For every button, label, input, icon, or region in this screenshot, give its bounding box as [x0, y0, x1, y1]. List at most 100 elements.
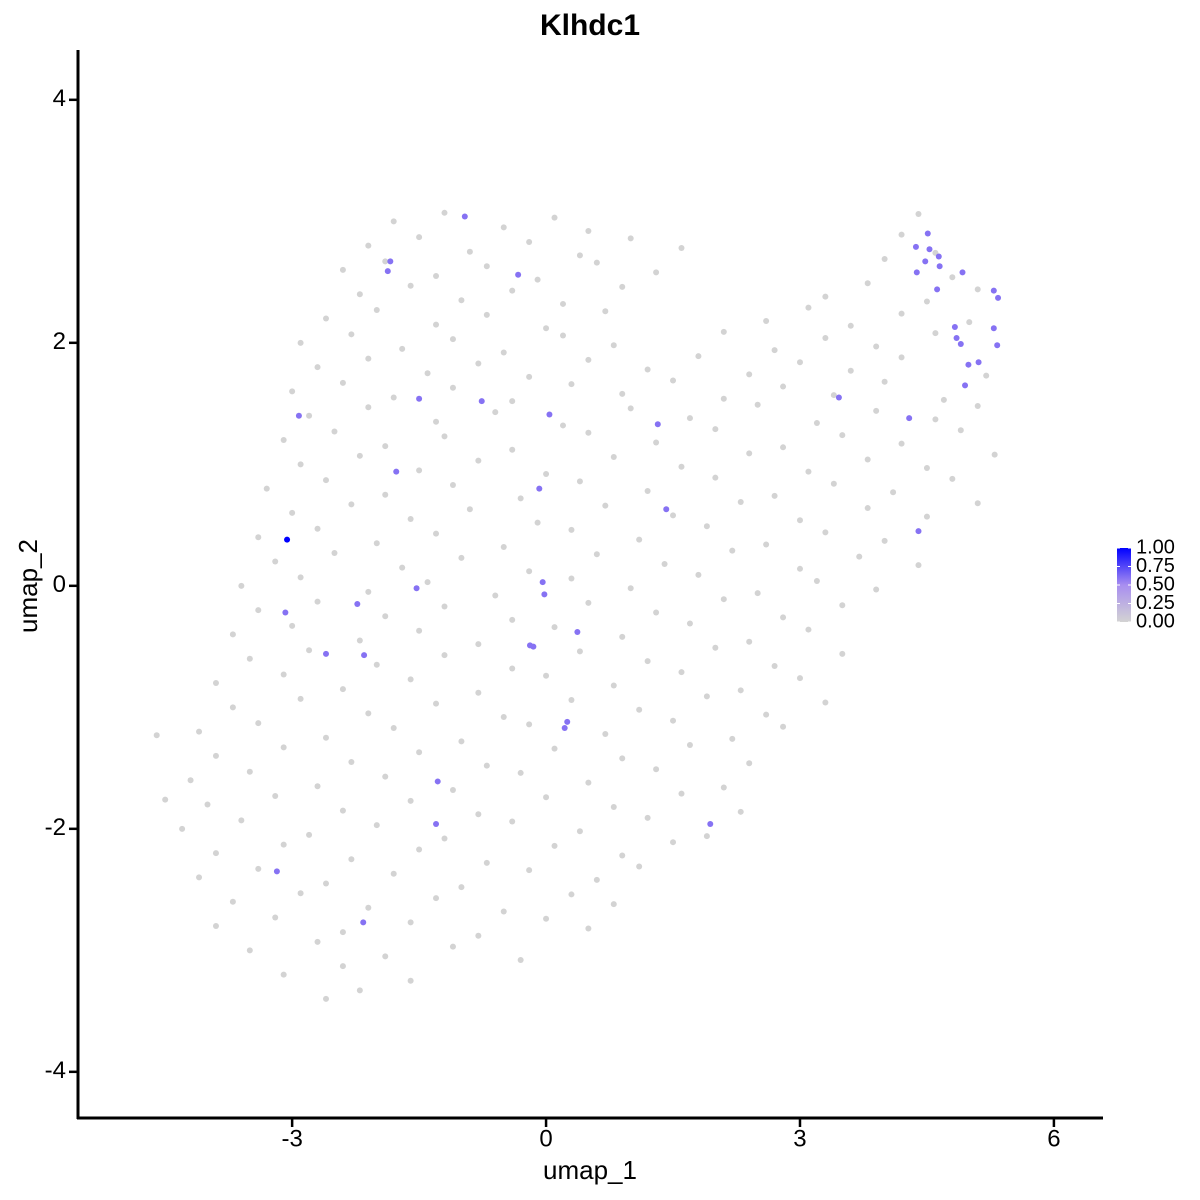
cell-point — [737, 808, 744, 815]
cell-point — [619, 852, 626, 859]
cell-point — [720, 596, 727, 603]
cell-point — [441, 433, 448, 440]
cell-point — [686, 620, 693, 627]
cell-point — [670, 717, 677, 724]
y-tick-label: -4 — [45, 1057, 66, 1084]
cell-point — [936, 263, 943, 270]
cell-point — [593, 551, 600, 558]
cell-point — [881, 255, 888, 262]
cell-point — [212, 923, 219, 930]
cell-point — [771, 663, 778, 670]
cell-point — [475, 932, 482, 939]
cell-point — [610, 803, 617, 810]
cell-point — [272, 914, 279, 921]
cell-point — [441, 209, 448, 216]
cell-point — [314, 525, 321, 532]
cell-point — [924, 230, 931, 237]
cell-point — [534, 276, 541, 283]
cell-point — [280, 841, 287, 848]
cell-point — [856, 553, 863, 560]
points — [153, 209, 1002, 1002]
cell-point — [729, 547, 736, 554]
colorbar-label: 0.75 — [1136, 555, 1175, 577]
cell-point — [990, 325, 997, 332]
cell-point — [356, 291, 363, 298]
cell-point — [568, 381, 575, 388]
x-tick-label: 3 — [793, 1125, 806, 1152]
cell-point — [322, 477, 329, 484]
cell-point — [935, 253, 942, 260]
cell-point — [720, 328, 727, 335]
x-tick-label: 0 — [539, 1125, 552, 1152]
cell-point — [695, 571, 702, 578]
cell-point — [295, 412, 302, 419]
cell-point — [356, 452, 363, 459]
cell-point — [551, 214, 558, 221]
cell-point — [822, 293, 829, 300]
cell-point — [373, 540, 380, 547]
cell-point — [576, 648, 583, 655]
cell-point — [619, 283, 626, 290]
cell-point — [636, 536, 643, 543]
cell-point — [424, 370, 431, 377]
cell-point — [229, 898, 236, 905]
cell-point — [873, 407, 880, 414]
cell-point — [602, 308, 609, 315]
cell-point — [339, 379, 346, 386]
cell-point — [373, 661, 380, 668]
cell-point — [466, 248, 473, 255]
cell-point — [934, 286, 941, 293]
cell-point — [354, 601, 361, 608]
cell-point — [289, 388, 296, 395]
cell-point — [297, 695, 304, 702]
cell-point — [500, 543, 507, 550]
cell-point — [509, 446, 516, 453]
cell-point — [187, 777, 194, 784]
cell-point — [483, 263, 490, 270]
cell-point — [965, 361, 972, 368]
cell-point — [915, 528, 922, 535]
cell-point — [339, 266, 346, 273]
cell-point — [610, 342, 617, 349]
cell-point — [610, 454, 617, 461]
cell-point — [238, 582, 245, 589]
cell-point — [754, 401, 761, 408]
cell-point — [915, 562, 922, 569]
y-tick-label: -2 — [45, 814, 66, 841]
cell-point — [280, 744, 287, 751]
cell-point — [483, 762, 490, 769]
cell-point — [365, 588, 372, 595]
cell-point — [339, 963, 346, 970]
cell-point — [949, 475, 956, 482]
cell-point — [564, 718, 571, 725]
cell-point — [365, 355, 372, 362]
cell-point — [712, 426, 719, 433]
cell-point — [619, 390, 626, 397]
cell-point — [923, 464, 930, 471]
cell-point — [280, 671, 287, 678]
cell-point — [475, 457, 482, 464]
cell-point — [707, 820, 714, 827]
cell-point — [543, 794, 550, 801]
cell-point — [483, 311, 490, 318]
cell-point — [356, 987, 363, 994]
cell-point — [449, 384, 456, 391]
cell-point — [780, 383, 787, 390]
cell-point — [619, 755, 626, 762]
cell-point — [348, 501, 355, 508]
cell-point — [413, 585, 420, 592]
cell-point — [492, 409, 499, 416]
cell-point — [179, 825, 186, 832]
cell-point — [636, 706, 643, 713]
cell-point — [898, 310, 905, 317]
cell-point — [246, 768, 253, 775]
cell-point — [898, 440, 905, 447]
cell-point — [994, 342, 1001, 349]
cell-point — [526, 238, 533, 245]
cell-point — [822, 529, 829, 536]
cell-point — [805, 468, 812, 475]
cell-point — [407, 515, 414, 522]
cell-point — [509, 665, 516, 672]
cell-point — [373, 307, 380, 314]
cell-point — [754, 590, 761, 597]
